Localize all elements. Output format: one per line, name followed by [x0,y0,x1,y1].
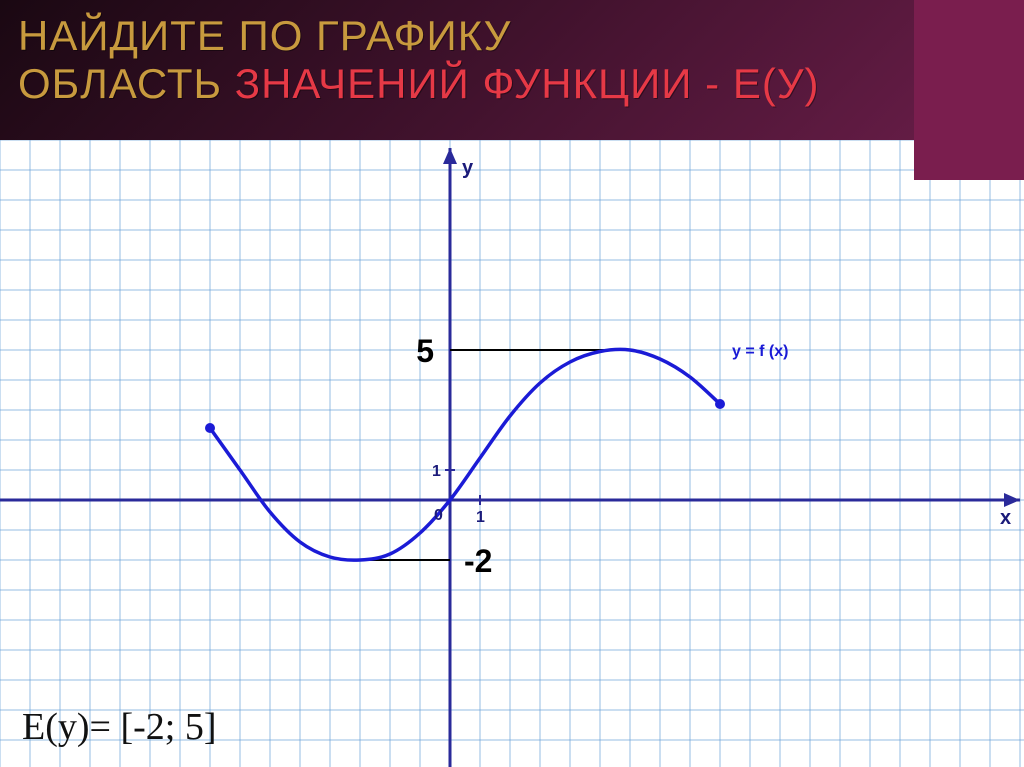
answer-text: Е(у)= [-2; 5] [22,705,216,749]
svg-text:-2: -2 [464,543,492,579]
svg-text:5: 5 [416,333,434,369]
corner-swatch [914,0,1024,180]
curve [205,349,725,560]
chart-area: у x 0 1 1 5 -2 у = f (x) Е(у)= [-2; 5] [0,140,1024,767]
title-text: НАЙДИТЕ ПО ГРАФИКУ ОБЛАСТЬ ЗНАЧЕНИЙ ФУНК… [18,12,820,109]
labels: у x 0 1 1 5 -2 у = f (x) [416,157,1011,579]
title-line2-b: ЗНАЧЕНИЙ ФУНКЦИИ - Е(У) [235,60,820,107]
title-line1: НАЙДИТЕ ПО ГРАФИКУ [18,12,511,59]
svg-text:1: 1 [432,463,441,480]
range-markers [360,350,630,560]
svg-text:x: x [1000,507,1011,529]
svg-text:1: 1 [476,509,485,526]
title-area: НАЙДИТЕ ПО ГРАФИКУ ОБЛАСТЬ ЗНАЧЕНИЙ ФУНК… [0,0,1024,140]
title-line2-a: ОБЛАСТЬ [18,60,235,107]
svg-text:0: 0 [434,507,443,524]
chart-svg: у x 0 1 1 5 -2 у = f (x) [0,140,1024,767]
svg-text:у = f (x): у = f (x) [732,343,788,360]
grid [0,140,1024,767]
svg-text:у: у [462,157,474,179]
